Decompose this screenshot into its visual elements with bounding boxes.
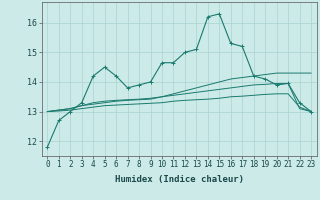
X-axis label: Humidex (Indice chaleur): Humidex (Indice chaleur) (115, 175, 244, 184)
